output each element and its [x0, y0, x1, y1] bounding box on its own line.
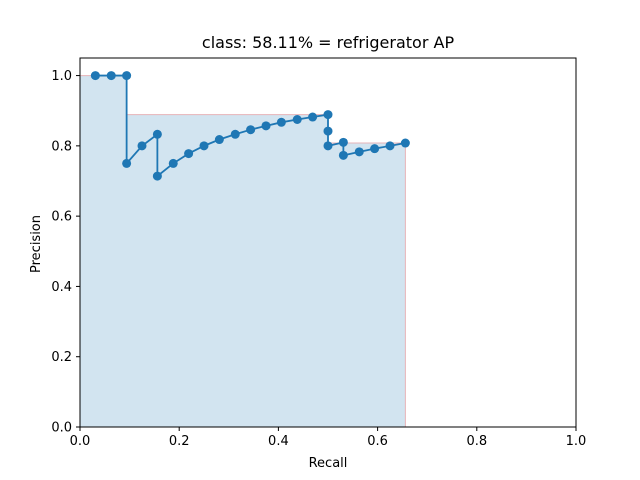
x-axis: 0.0 0.2 0.4 0.6 0.8 1.0	[70, 427, 587, 449]
y-axis: 0.0 0.2 0.4 0.6 0.8 1.0	[51, 69, 80, 436]
y-axis-title: Precision	[29, 215, 44, 273]
data-point	[292, 115, 302, 124]
y-tick-label: 0.4	[51, 280, 72, 295]
x-tick-label: 0.6	[367, 434, 388, 449]
data-point	[323, 110, 333, 120]
data-point	[122, 71, 132, 81]
data-point	[338, 137, 348, 147]
data-point	[137, 141, 147, 151]
data-point	[152, 171, 162, 181]
chart-title: class: 58.11% = refrigerator AP	[202, 33, 455, 52]
x-tick-label: 1.0	[566, 434, 587, 449]
plot-frame	[79, 57, 577, 428]
data-point	[230, 129, 240, 139]
data-point	[261, 121, 271, 131]
data-point	[214, 135, 224, 145]
data-point	[90, 71, 100, 81]
data-point	[106, 71, 116, 81]
precision-points	[90, 71, 410, 181]
data-point	[199, 141, 209, 151]
data-point	[276, 117, 286, 127]
data-point	[308, 112, 318, 122]
data-point	[323, 141, 333, 151]
x-axis-title: Recall	[309, 456, 348, 471]
data-point	[246, 125, 256, 135]
data-point	[338, 150, 348, 160]
plot-area	[79, 57, 577, 428]
interpolated-area-fill	[80, 75, 406, 428]
y-tick-label: 0.8	[51, 139, 72, 154]
x-tick-label: 0.2	[169, 434, 190, 449]
y-tick-label: 1.0	[51, 69, 72, 84]
data-point	[400, 138, 410, 148]
interpolated-precision-area	[80, 75, 406, 428]
y-tick-label: 0.2	[51, 350, 72, 365]
data-point	[385, 141, 395, 151]
data-point	[152, 129, 162, 139]
data-point	[168, 158, 178, 168]
x-tick-label: 0.8	[466, 434, 487, 449]
data-point	[184, 149, 194, 159]
y-tick-label: 0.6	[51, 210, 72, 225]
data-point	[354, 147, 364, 157]
y-tick-label: 0.0	[51, 421, 72, 436]
x-tick-label: 0.4	[268, 434, 289, 449]
data-point	[323, 126, 333, 136]
data-point	[122, 158, 132, 168]
x-tick-label: 0.0	[70, 434, 91, 449]
data-point	[370, 144, 380, 154]
